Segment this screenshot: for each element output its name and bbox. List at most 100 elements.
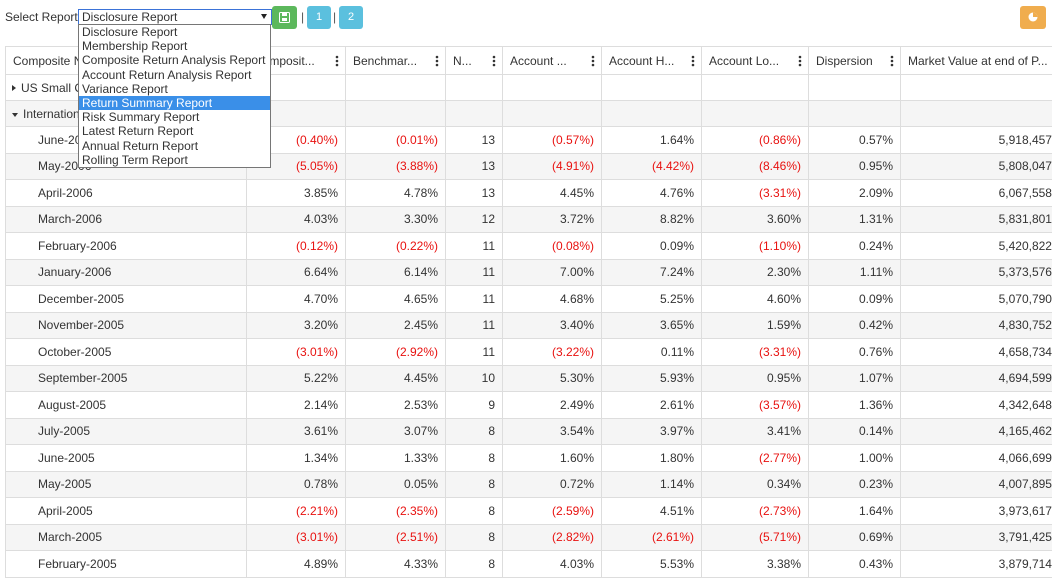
- value-cell: 1.59%: [702, 312, 809, 339]
- dropdown-option[interactable]: Return Summary Report: [79, 96, 270, 110]
- separator: |: [333, 10, 336, 24]
- value-cell: (8.46%): [702, 153, 809, 180]
- page-button[interactable]: 2: [339, 6, 363, 29]
- dropdown-option[interactable]: Account Return Analysis Report: [79, 68, 270, 82]
- header-text: Benchmar...: [353, 54, 417, 68]
- value-cell: 5,420,822,1: [901, 233, 1052, 260]
- period-cell: December-2005: [6, 286, 247, 313]
- empty-cell: [702, 101, 809, 127]
- column-header[interactable]: Account Lo...: [702, 47, 809, 75]
- dropdown-option[interactable]: Membership Report: [79, 39, 270, 53]
- pie-icon: [1028, 12, 1038, 22]
- separator: |: [301, 10, 304, 24]
- value-cell: 0.69%: [809, 524, 901, 551]
- column-menu-icon[interactable]: [335, 55, 339, 67]
- dropdown-option[interactable]: Disclosure Report: [79, 25, 270, 39]
- value-cell: (5.71%): [702, 524, 809, 551]
- value-cell: 11: [446, 259, 503, 286]
- value-cell: (3.88%): [346, 153, 446, 180]
- period-cell: February-2005: [6, 551, 247, 578]
- value-cell: 5,831,801,4: [901, 206, 1052, 233]
- value-cell: 3.41%: [702, 418, 809, 445]
- value-cell: 3,879,714,2: [901, 551, 1052, 578]
- header-text: Account ...: [510, 54, 567, 68]
- value-cell: 0.24%: [809, 233, 901, 260]
- dropdown-option[interactable]: Latest Return Report: [79, 124, 270, 138]
- period-cell: April-2006: [6, 180, 247, 207]
- value-cell: 2.30%: [702, 259, 809, 286]
- value-cell: 3,973,617,7: [901, 498, 1052, 525]
- value-cell: 3.20%: [247, 312, 346, 339]
- value-cell: 11: [446, 233, 503, 260]
- expander-icon: [12, 113, 18, 117]
- value-cell: 4.65%: [346, 286, 446, 313]
- value-cell: 5.93%: [602, 365, 702, 392]
- selected-report: Disclosure Report: [82, 10, 177, 24]
- value-cell: 1.00%: [809, 445, 901, 472]
- page-button[interactable]: 1: [307, 6, 331, 29]
- column-menu-icon[interactable]: [890, 55, 894, 67]
- save-button[interactable]: [272, 6, 297, 29]
- period-cell: April-2005: [6, 498, 247, 525]
- value-cell: 8: [446, 551, 503, 578]
- column-header[interactable]: Market Value at end of P...: [901, 47, 1052, 75]
- value-cell: 0.09%: [602, 233, 702, 260]
- value-cell: 11: [446, 339, 503, 366]
- column-menu-icon[interactable]: [798, 55, 802, 67]
- value-cell: (0.08%): [503, 233, 602, 260]
- column-menu-icon[interactable]: [492, 55, 496, 67]
- value-cell: 3.40%: [503, 312, 602, 339]
- select-arrow: [261, 14, 267, 19]
- value-cell: 1.11%: [809, 259, 901, 286]
- column-header[interactable]: Account ...: [503, 47, 602, 75]
- period-cell: September-2005: [6, 365, 247, 392]
- value-cell: 3.07%: [346, 418, 446, 445]
- save-icon: [279, 12, 290, 23]
- column-header[interactable]: N...: [446, 47, 503, 75]
- value-cell: 5,070,790,5: [901, 286, 1052, 313]
- dropdown-option[interactable]: Composite Return Analysis Report: [79, 53, 270, 67]
- chart-button[interactable]: [1020, 6, 1046, 29]
- dropdown-option[interactable]: Annual Return Report: [79, 139, 270, 153]
- value-cell: (2.59%): [503, 498, 602, 525]
- column-menu-icon[interactable]: [435, 55, 439, 67]
- dropdown-option[interactable]: Risk Summary Report: [79, 110, 270, 124]
- column-menu-icon[interactable]: [591, 55, 595, 67]
- empty-cell: [901, 101, 1052, 127]
- value-cell: 2.45%: [346, 312, 446, 339]
- value-cell: (2.92%): [346, 339, 446, 366]
- column-header[interactable]: Benchmar...: [346, 47, 446, 75]
- value-cell: (0.01%): [346, 127, 446, 154]
- value-cell: 4.60%: [702, 286, 809, 313]
- value-cell: 1.80%: [602, 445, 702, 472]
- value-cell: 10: [446, 365, 503, 392]
- value-cell: 4.68%: [503, 286, 602, 313]
- report-select[interactable]: Disclosure Report: [78, 9, 272, 25]
- column-header[interactable]: Dispersion: [809, 47, 901, 75]
- value-cell: 5.53%: [602, 551, 702, 578]
- column-menu-icon[interactable]: [691, 55, 695, 67]
- value-cell: 4.03%: [247, 206, 346, 233]
- value-cell: (3.31%): [702, 180, 809, 207]
- header-text: Dispersion: [816, 54, 873, 68]
- value-cell: 4,165,462,9: [901, 418, 1052, 445]
- value-cell: 3.30%: [346, 206, 446, 233]
- value-cell: (4.91%): [503, 153, 602, 180]
- value-cell: 7.24%: [602, 259, 702, 286]
- value-cell: 8: [446, 498, 503, 525]
- value-cell: 0.09%: [809, 286, 901, 313]
- value-cell: 4.76%: [602, 180, 702, 207]
- value-cell: (0.22%): [346, 233, 446, 260]
- dropdown-option[interactable]: Variance Report: [79, 82, 270, 96]
- value-cell: (3.22%): [503, 339, 602, 366]
- value-cell: 4,066,699,1: [901, 445, 1052, 472]
- value-cell: (2.82%): [503, 524, 602, 551]
- value-cell: 4.33%: [346, 551, 446, 578]
- value-cell: 0.43%: [809, 551, 901, 578]
- column-header[interactable]: Account H...: [602, 47, 702, 75]
- dropdown-option[interactable]: Rolling Term Report: [79, 153, 270, 167]
